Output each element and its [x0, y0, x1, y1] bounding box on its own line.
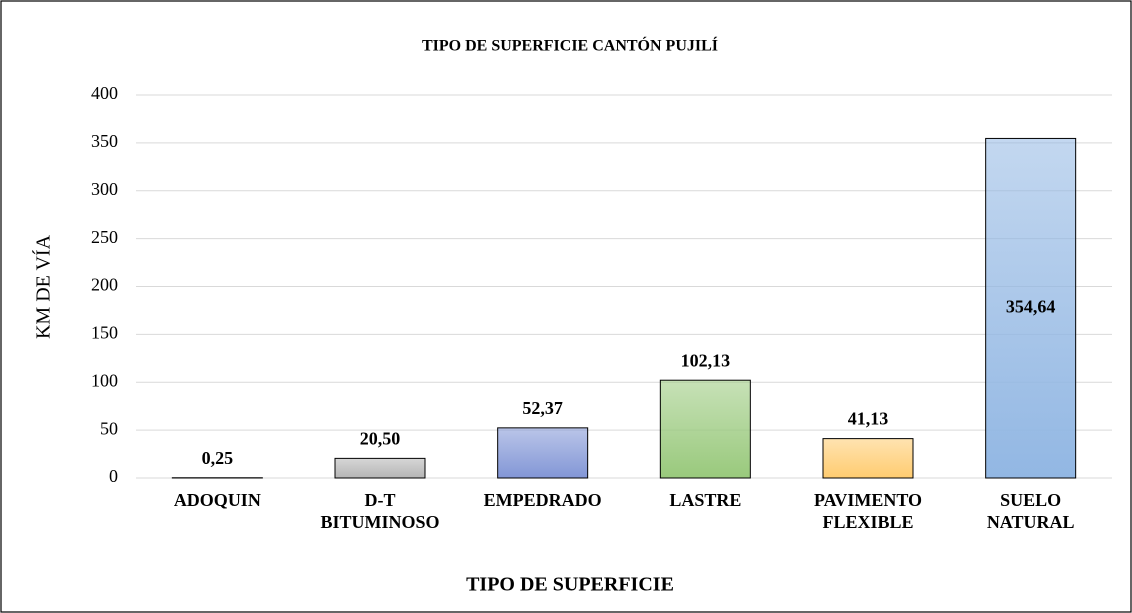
- y-tick-label: 300: [91, 179, 118, 199]
- bar: [659, 379, 751, 479]
- data-label: 354,64: [1006, 296, 1056, 316]
- x-tick-label: PAVIMENTO FLEXIBLE: [813, 490, 923, 532]
- y-tick-label: 50: [100, 418, 118, 438]
- y-tick-label: 0: [109, 466, 118, 486]
- x-tick-label: ADOQUIN: [173, 490, 261, 510]
- x-tick-label: EMPEDRADO: [483, 490, 602, 510]
- data-label: 52,37: [522, 398, 563, 418]
- y-tick-label: 100: [91, 370, 118, 390]
- data-label: 0,25: [202, 448, 234, 468]
- x-tick-label: LASTRE: [669, 490, 742, 510]
- y-tick-label: 250: [91, 227, 118, 247]
- y-tick-label: 200: [91, 275, 118, 295]
- chart-title: TIPO DE SUPERFICIE CANTÓN PUJILÍ: [422, 36, 718, 55]
- data-label: 102,13: [681, 350, 731, 370]
- y-tick-label: 400: [91, 83, 118, 103]
- data-label: 41,13: [848, 409, 889, 429]
- bar: [822, 438, 914, 479]
- bar: [985, 137, 1077, 479]
- x-tick-label: SUELO NATURAL: [986, 490, 1075, 532]
- y-axis-title: KM DE VÍA: [32, 234, 55, 339]
- bar: [497, 427, 589, 479]
- y-tick-label: 150: [91, 323, 118, 343]
- x-axis-title: TIPO DE SUPERFICIE: [466, 574, 674, 596]
- y-tick-label: 350: [91, 131, 118, 151]
- bar: [334, 457, 426, 479]
- x-tick-label: D-T BITUMINOSO: [320, 490, 440, 532]
- data-label: 20,50: [360, 428, 401, 448]
